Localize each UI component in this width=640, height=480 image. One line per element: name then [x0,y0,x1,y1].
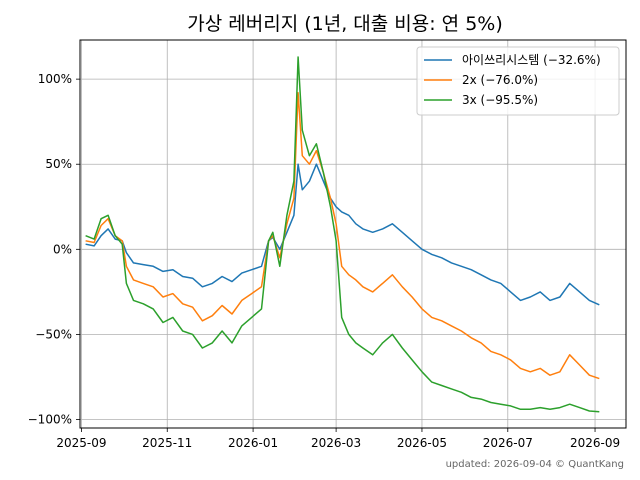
chart-title: 가상 레버리지 (1년, 대출 비용: 연 5%) [187,13,503,35]
legend-box [416,46,620,116]
footer-note: updated: 2026-09-04 © QuantKang [446,459,624,470]
x-axis-ticks: 2025-09 2025-11 2026-01 2026-03 2026-05 2026-… [56,428,620,450]
series-line-3 [85,56,600,413]
x-tick-label: 2026-05 [397,436,447,450]
y-tick-label: −100% [28,412,72,426]
x-tick-label: 2025-09 [56,436,106,450]
y-tick-label: 0% [53,242,72,256]
plot-frame [79,39,627,429]
grid-lines [80,40,626,428]
x-tick-label: 2026-03 [311,436,361,450]
legend: 아이쓰리시스템 (−32.6%) 2x (−76.0%) 3x (−95.5%) [416,46,620,116]
y-tick-label: −50% [35,327,72,341]
legend-label-series-2: 2x (−76.0%) [462,73,538,87]
series-lines [85,56,600,413]
y-axis-ticks: 100% 50% 0% −50% −100% [28,72,80,426]
x-tick-label: 2026-09 [570,436,620,450]
x-tick-label: 2025-11 [142,436,192,450]
series-line-1 [85,163,600,306]
legend-label-series-1: 아이쓰리시스템 (−32.6%) [462,53,601,67]
legend-label-series-3: 3x (−95.5%) [462,93,538,107]
y-tick-label: 50% [45,157,72,171]
x-tick-label: 2026-01 [228,436,278,450]
y-tick-label: 100% [38,72,72,86]
x-tick-label: 2026-07 [483,436,533,450]
